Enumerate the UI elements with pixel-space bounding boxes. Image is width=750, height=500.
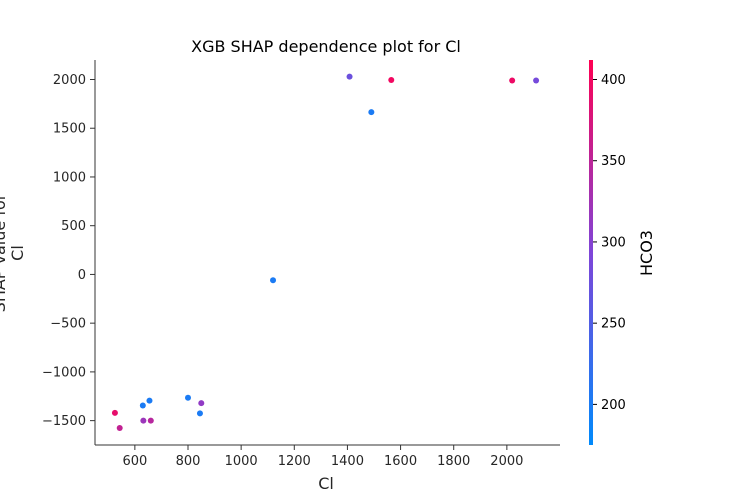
data-point	[270, 277, 277, 284]
data-point	[388, 76, 395, 83]
data-point	[368, 109, 375, 116]
colorbar-tick-label: 300	[601, 235, 626, 250]
data-point	[111, 409, 118, 416]
data-point	[198, 400, 205, 407]
y-tick-label: 2000	[53, 73, 86, 88]
colorbar-tick-label: 350	[601, 154, 626, 169]
data-point	[196, 410, 203, 417]
x-tick-label: 1800	[437, 454, 470, 469]
y-axis-label-line-1: SHAP value for	[0, 193, 9, 312]
plot-axes	[94, 60, 560, 446]
data-point	[146, 397, 153, 404]
colorbar-label: HCO3	[637, 230, 656, 276]
y-tick-label: 1000	[53, 170, 86, 185]
data-point	[185, 394, 191, 401]
x-tick-label: 1200	[278, 454, 311, 469]
colorbar-gradient	[589, 60, 593, 445]
y-tick-label: 1500	[53, 122, 86, 137]
data-point	[509, 77, 516, 84]
data-point	[139, 402, 146, 409]
x-tick-label: 1000	[225, 454, 258, 469]
colorbar-ticks: 200 250 300 350 400	[593, 73, 626, 413]
y-axis-label: SHAP value for Cl	[0, 193, 27, 312]
colorbar-tick-label: 200	[601, 398, 626, 413]
y-axis-label-line-2: Cl	[8, 245, 27, 261]
data-points	[111, 73, 540, 431]
chart-title: XGB SHAP dependence plot for Cl	[191, 37, 461, 56]
x-tick-label: 1400	[331, 454, 364, 469]
x-tick-label: 600	[122, 454, 147, 469]
x-tick-label: 1600	[384, 454, 417, 469]
y-tick-label: −1000	[42, 365, 86, 380]
y-tick-label: 0	[78, 268, 86, 283]
data-point	[116, 424, 123, 431]
data-point	[140, 417, 147, 424]
colorbar-tick-label: 250	[601, 317, 626, 332]
data-point	[346, 73, 353, 80]
y-ticks: −1500 −1000 −500 0 500 1000 1500 2000	[42, 73, 95, 429]
x-tick-label: 2000	[490, 454, 523, 469]
x-ticks: 600 800 1000 1200 1400 1600 1800 2000	[122, 445, 523, 469]
y-tick-label: 500	[61, 219, 86, 234]
x-axis-label: Cl	[318, 474, 334, 493]
x-tick-label: 800	[176, 454, 201, 469]
colorbar-tick-label: 400	[601, 73, 626, 88]
colorbar: 200 250 300 350 400 HCO3	[589, 60, 656, 445]
data-point	[147, 417, 154, 424]
y-tick-label: −500	[50, 317, 86, 332]
y-tick-label: −1500	[42, 414, 86, 429]
data-point	[533, 77, 540, 84]
